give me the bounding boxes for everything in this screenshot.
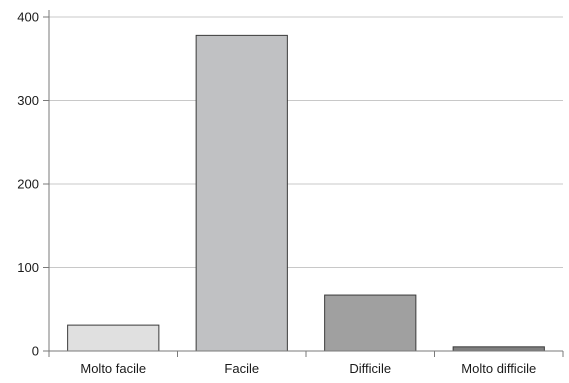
x-tick-label: Molto difficile xyxy=(461,361,536,376)
axes xyxy=(43,10,564,357)
grid-lines xyxy=(49,16,563,268)
y-tick-label: 100 xyxy=(17,260,39,275)
x-tick-label: Difficile xyxy=(349,361,391,376)
tick-labels: 0 100 200 300 400 Molto facile Facile Difficile… xyxy=(17,10,536,377)
x-tick-label: Facile xyxy=(224,361,259,376)
bars xyxy=(67,34,545,352)
y-tick-label: 300 xyxy=(17,93,39,108)
bar-molto-difficile xyxy=(452,346,545,352)
bar-molto-facile xyxy=(67,324,160,352)
bar-facile xyxy=(195,34,288,352)
y-tick-label: 400 xyxy=(17,10,39,25)
y-tick-label: 0 xyxy=(32,344,39,359)
x-tick-label: Molto facile xyxy=(80,361,146,376)
y-tick-label: 200 xyxy=(17,177,39,192)
bar-difficile xyxy=(324,294,417,352)
